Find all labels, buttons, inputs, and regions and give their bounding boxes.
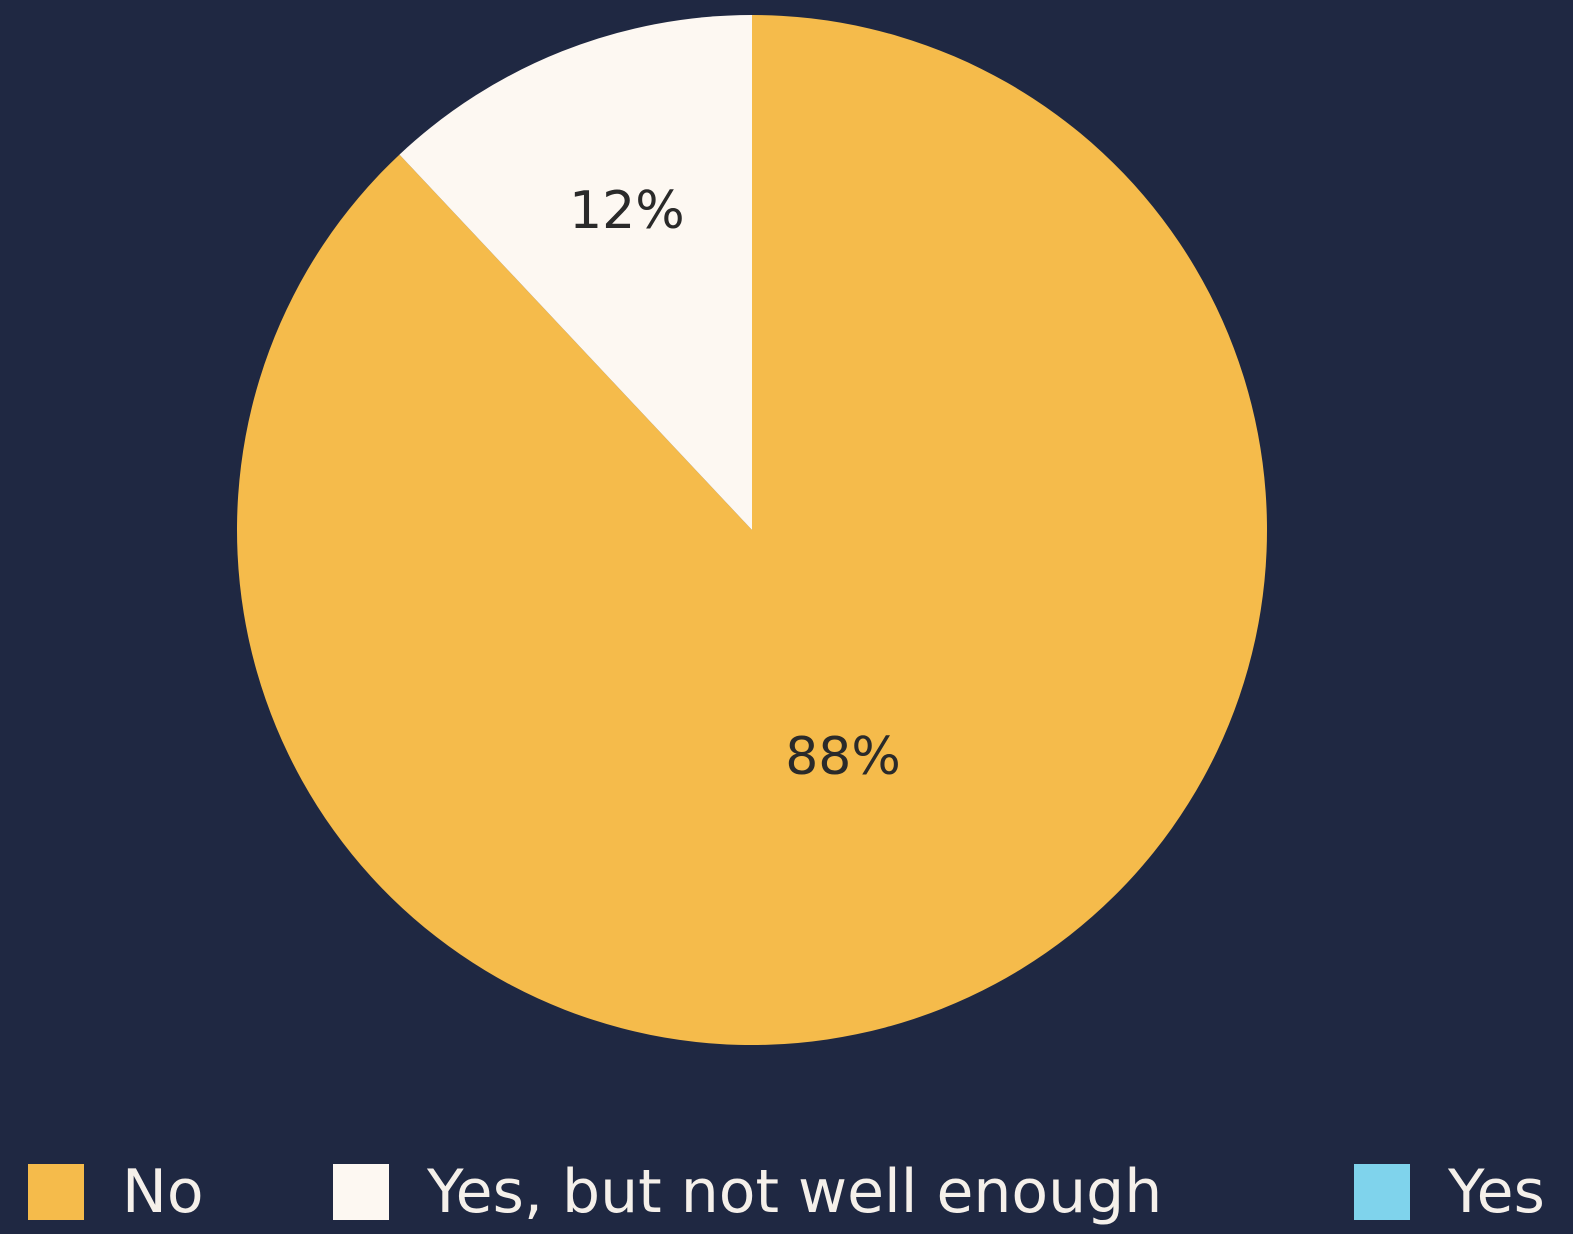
legend-swatch-yes: [1354, 1164, 1410, 1220]
pie-slices: [237, 15, 1267, 1045]
legend-swatch-yes-but-not-well-enough: [333, 1164, 389, 1220]
chart-legend: No Yes, but not well enough Yes: [0, 1148, 1573, 1234]
legend-swatch-no: [28, 1164, 84, 1220]
legend-item-yes: Yes: [1354, 1162, 1545, 1222]
pie-label-yes-but-not-well-enough: 12%: [569, 181, 685, 241]
legend-item-yes-but-not-well-enough: Yes, but not well enough: [333, 1162, 1162, 1222]
legend-label-yes-but-not-well-enough: Yes, but not well enough: [427, 1157, 1163, 1227]
pie-slice-yes-but-not-well-enough: [399, 15, 752, 530]
legend-item-no: No: [28, 1162, 204, 1222]
pie-chart-svg: 88% 12%: [237, 15, 1267, 1045]
pie-label-no: 88%: [785, 727, 901, 787]
legend-label-no: No: [122, 1157, 204, 1227]
legend-label-yes: Yes: [1448, 1157, 1545, 1227]
pie-slice-labels: 88% 12%: [569, 181, 901, 787]
